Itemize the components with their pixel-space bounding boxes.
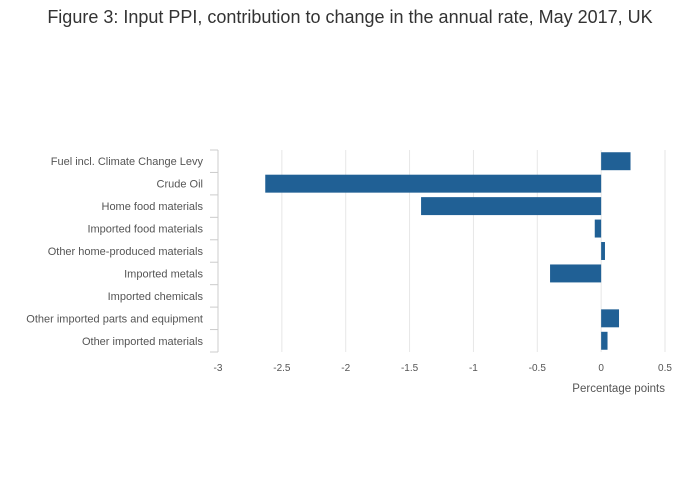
category-label: Other home-produced materials — [48, 246, 204, 258]
bar — [601, 242, 605, 260]
y-axis — [210, 149, 219, 353]
grid-lines — [281, 150, 666, 352]
x-tick-label: -0.5 — [529, 363, 547, 374]
bar — [265, 174, 602, 193]
chart-title: Figure 3: Input PPI, contribution to cha… — [47, 7, 653, 27]
x-tick-label: 0.5 — [658, 363, 672, 374]
category-label: Imported chemicals — [108, 291, 204, 303]
category-label: Other imported parts and equipment — [26, 313, 203, 325]
x-tick-label: -1 — [469, 363, 478, 374]
x-tick-label: -1.5 — [401, 363, 419, 374]
category-label: Other imported materials — [82, 336, 204, 348]
bar — [421, 197, 602, 216]
category-label: Home food materials — [102, 201, 204, 213]
bar — [594, 219, 602, 238]
category-label: Fuel incl. Climate Change Levy — [51, 156, 204, 168]
bar — [601, 331, 608, 350]
bar — [601, 309, 620, 328]
x-tick-label: 0 — [598, 363, 604, 374]
category-labels: Fuel incl. Climate Change Levy Crude Oil H… — [26, 156, 203, 348]
bar — [601, 152, 631, 171]
bars — [265, 152, 631, 350]
category-label: Imported metals — [124, 268, 203, 280]
x-axis-title: Percentage points — [572, 383, 665, 395]
x-tick-labels: -3 -2.5 -2 -1.5 -1 -0.5 0 0.5 — [214, 363, 673, 374]
x-tick-label: -2.5 — [273, 363, 291, 374]
category-label: Crude Oil — [157, 179, 203, 191]
category-label: Imported food materials — [87, 224, 203, 236]
x-tick-label: -3 — [214, 363, 223, 374]
x-tick-label: -2 — [341, 363, 350, 374]
bar — [550, 264, 602, 283]
